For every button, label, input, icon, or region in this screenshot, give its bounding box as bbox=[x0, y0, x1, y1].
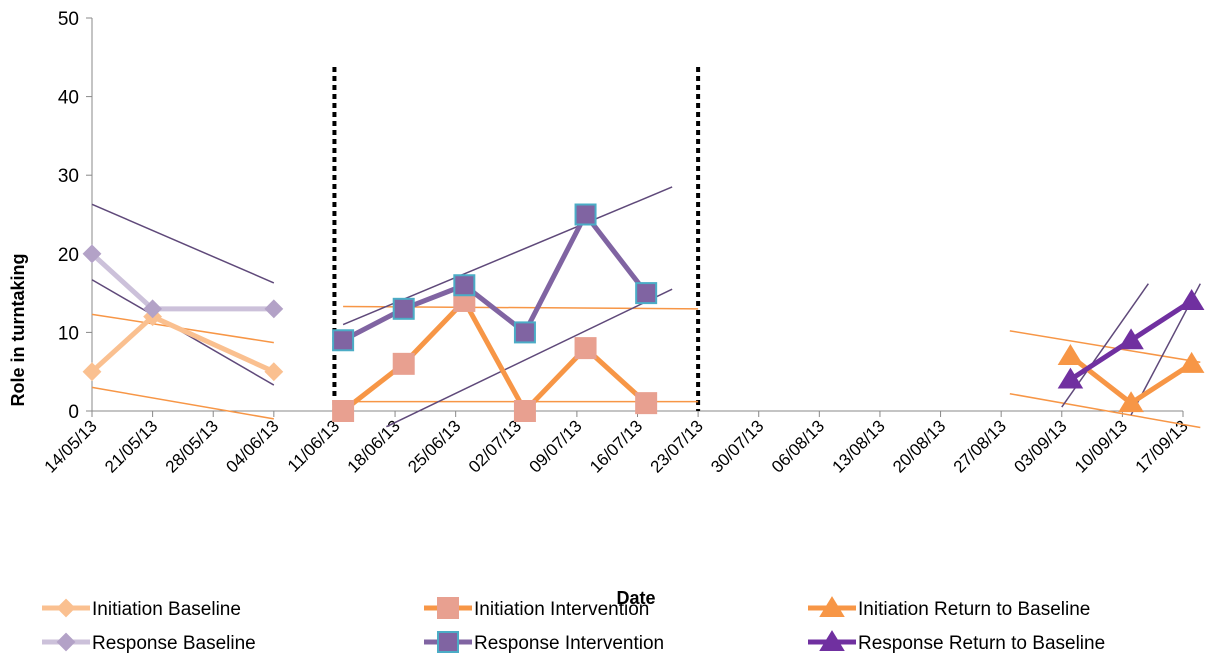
legend-item-response-intervention: Response Intervention bbox=[424, 631, 664, 654]
trend-line bbox=[91, 203, 275, 284]
x-tick-label: 23/07/13 bbox=[647, 416, 707, 476]
data-point bbox=[574, 203, 597, 226]
legend-label: Response Baseline bbox=[92, 633, 256, 654]
data-point bbox=[264, 362, 284, 382]
x-tick-label: 21/05/13 bbox=[101, 416, 161, 476]
legend-label: Initiation Intervention bbox=[474, 599, 649, 620]
data-point bbox=[635, 392, 658, 415]
data-point bbox=[332, 329, 355, 352]
data-point bbox=[513, 400, 536, 422]
x-tick-label: 06/08/13 bbox=[768, 416, 828, 476]
legend-marker bbox=[56, 598, 76, 618]
x-tick-label: 10/09/13 bbox=[1071, 416, 1131, 476]
series-initiation-baseline bbox=[82, 307, 284, 382]
trend-line bbox=[386, 288, 673, 428]
x-tick-label: 11/06/13 bbox=[284, 416, 343, 475]
y-tick-label: 30 bbox=[58, 166, 79, 187]
series-line bbox=[90, 314, 275, 374]
series-initiation-intervention bbox=[332, 289, 658, 422]
series-response-intervention bbox=[332, 203, 658, 352]
data-point bbox=[1057, 344, 1084, 365]
x-tick-label: 09/07/13 bbox=[525, 416, 585, 476]
x-axis-ticks: 14/05/13 21/05/13 28/05/13 04/06/13 11/06/13… bbox=[41, 411, 1192, 477]
legend-item-initiation-return-to-baseline: Initiation Return to Baseline bbox=[808, 596, 1090, 620]
x-tick-label: 16/07/13 bbox=[586, 416, 646, 476]
legend-label: Response Intervention bbox=[474, 633, 664, 654]
y-tick-label: 0 bbox=[68, 402, 79, 423]
legend-marker bbox=[437, 631, 459, 653]
legend-marker bbox=[56, 632, 76, 652]
trend-line bbox=[342, 186, 673, 326]
data-point bbox=[1178, 289, 1205, 310]
series-layer bbox=[82, 203, 1205, 422]
plot-area bbox=[91, 18, 1183, 412]
legend-label: Initiation Return to Baseline bbox=[858, 599, 1090, 620]
data-point bbox=[635, 282, 658, 305]
legend-marker bbox=[819, 596, 845, 617]
data-point bbox=[1118, 391, 1144, 413]
x-tick-label: 03/09/13 bbox=[1010, 416, 1070, 476]
data-point bbox=[1178, 351, 1205, 373]
data-point bbox=[392, 352, 415, 375]
data-point bbox=[1057, 367, 1084, 389]
x-tick-label: 25/06/13 bbox=[404, 416, 464, 476]
legend-marker bbox=[437, 597, 459, 619]
x-tick-label: 17/09/13 bbox=[1132, 416, 1192, 476]
series-line bbox=[90, 251, 274, 312]
data-point bbox=[513, 321, 536, 344]
y-axis-ticks: 0 10 20 30 40 50 bbox=[58, 9, 92, 423]
series-initiation-return-to-baseline bbox=[1057, 344, 1205, 413]
trend-line bbox=[1009, 392, 1201, 429]
x-axis-title: Date bbox=[616, 588, 655, 608]
legend-item-response-return-to-baseline: Response Return to Baseline bbox=[808, 630, 1105, 654]
y-tick-label: 40 bbox=[58, 88, 79, 109]
series-response-return-to-baseline bbox=[1057, 289, 1205, 389]
data-point bbox=[264, 299, 284, 319]
data-point bbox=[332, 400, 355, 422]
x-tick-label: 30/07/13 bbox=[707, 416, 767, 476]
y-axis-title: Role in turntaking bbox=[8, 254, 28, 407]
x-tick-label: 27/08/13 bbox=[950, 416, 1010, 476]
legend-item-initiation-baseline: Initiation Baseline bbox=[42, 598, 241, 620]
data-point bbox=[143, 299, 163, 319]
x-tick-label: 18/06/13 bbox=[344, 416, 404, 476]
legend-label: Response Return to Baseline bbox=[858, 633, 1105, 654]
series-response-baseline bbox=[82, 244, 284, 319]
data-point bbox=[453, 274, 476, 297]
legend-item-initiation-intervention: Initiation Intervention bbox=[424, 597, 649, 620]
x-tick-label: 02/07/13 bbox=[465, 416, 525, 476]
legend-label: Initiation Baseline bbox=[92, 599, 241, 620]
legend-marker bbox=[819, 630, 845, 651]
trend-line bbox=[91, 386, 274, 420]
data-point bbox=[392, 297, 415, 320]
x-tick-label: 13/08/13 bbox=[829, 416, 889, 476]
data-point bbox=[82, 362, 102, 382]
y-tick-label: 10 bbox=[58, 323, 79, 344]
data-point bbox=[1118, 328, 1144, 350]
y-tick-label: 50 bbox=[58, 9, 79, 30]
x-tick-label: 04/06/13 bbox=[222, 416, 282, 476]
y-tick-label: 20 bbox=[58, 245, 79, 266]
x-tick-label: 28/05/13 bbox=[162, 416, 222, 476]
x-tick-label: 14/05/13 bbox=[41, 416, 101, 476]
legend-item-response-baseline: Response Baseline bbox=[42, 632, 256, 654]
data-point bbox=[574, 337, 597, 360]
legend: Initiation Baseline Initiation Interventi… bbox=[42, 596, 1105, 654]
x-tick-label: 20/08/13 bbox=[889, 416, 949, 476]
data-point bbox=[82, 244, 102, 264]
series-line bbox=[341, 212, 649, 343]
